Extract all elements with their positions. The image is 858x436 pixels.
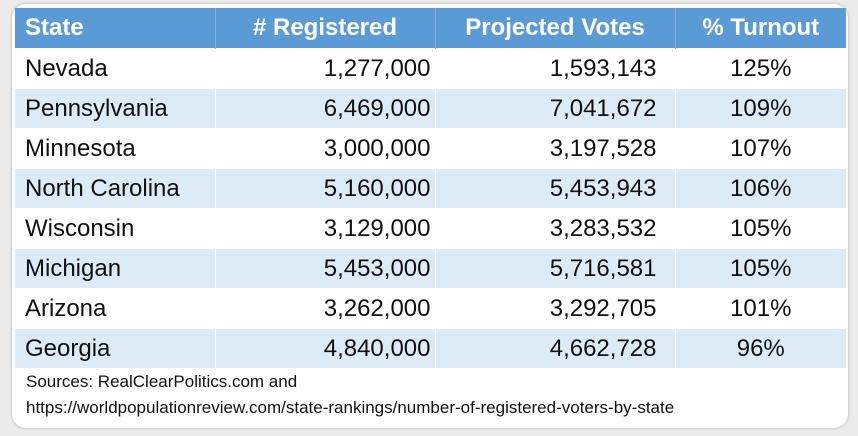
- table-row: Georgia 4,840,000 4,662,728 96%: [15, 328, 846, 368]
- cell-projected: 5,716,581: [435, 248, 676, 289]
- sources-url: https://worldpopulationreview.com/state-…: [26, 398, 675, 417]
- cell-registered: 5,160,000: [215, 168, 436, 209]
- header-registered: # Registered: [215, 8, 436, 49]
- table-body: Nevada 1,277,000 1,593,143 125% Pennsylv…: [15, 48, 846, 368]
- cell-turnout: 109%: [675, 88, 846, 129]
- cell-turnout: 101%: [675, 288, 846, 329]
- table-row: North Carolina 5,160,000 5,453,943 106%: [15, 168, 846, 209]
- cell-registered: 3,000,000: [215, 128, 436, 169]
- table-row: Minnesota 3,000,000 3,197,528 107%: [15, 128, 846, 169]
- turnout-table: State # Registered Projected Votes % Tur…: [15, 8, 846, 368]
- cell-turnout: 125%: [675, 48, 846, 89]
- cell-registered: 3,129,000: [215, 208, 436, 249]
- table-row: Wisconsin 3,129,000 3,283,532 105%: [15, 208, 846, 249]
- table-row: Pennsylvania 6,469,000 7,041,672 109%: [15, 88, 846, 129]
- sources-note: Sources: RealClearPolitics.com and https…: [26, 369, 674, 421]
- cell-turnout: 105%: [675, 208, 846, 249]
- header-state: State: [15, 8, 216, 49]
- cell-registered: 3,262,000: [215, 288, 436, 329]
- sources-line-1: Sources: RealClearPolitics.com and: [26, 372, 298, 391]
- cell-state: Wisconsin: [15, 208, 216, 249]
- cell-turnout: 107%: [675, 128, 846, 169]
- cell-projected: 3,283,532: [435, 208, 676, 249]
- table-header: State # Registered Projected Votes % Tur…: [15, 8, 846, 49]
- cell-projected: 7,041,672: [435, 88, 676, 129]
- cell-state: Arizona: [15, 288, 216, 329]
- header-row: State # Registered Projected Votes % Tur…: [15, 8, 846, 49]
- cell-state: North Carolina: [15, 168, 216, 209]
- cell-state: Michigan: [15, 248, 216, 289]
- cell-projected: 3,292,705: [435, 288, 676, 329]
- cell-turnout: 106%: [675, 168, 846, 209]
- cell-projected: 1,593,143: [435, 48, 676, 89]
- cell-projected: 5,453,943: [435, 168, 676, 209]
- cell-state: Pennsylvania: [15, 88, 216, 129]
- cell-registered: 5,453,000: [215, 248, 436, 289]
- table-row: Nevada 1,277,000 1,593,143 125%: [15, 48, 846, 89]
- header-projected-votes: Projected Votes: [435, 8, 676, 49]
- cell-projected: 4,662,728: [435, 328, 676, 368]
- cell-registered: 1,277,000: [215, 48, 436, 89]
- cell-registered: 6,469,000: [215, 88, 436, 129]
- cell-state: Georgia: [15, 328, 216, 368]
- cell-registered: 4,840,000: [215, 328, 436, 368]
- table-row: Arizona 3,262,000 3,292,705 101%: [15, 288, 846, 329]
- cell-state: Minnesota: [15, 128, 216, 169]
- cell-turnout: 96%: [675, 328, 846, 368]
- cell-projected: 3,197,528: [435, 128, 676, 169]
- header-turnout: % Turnout: [675, 8, 846, 49]
- cell-turnout: 105%: [675, 248, 846, 289]
- cell-state: Nevada: [15, 48, 216, 89]
- table-row: Michigan 5,453,000 5,716,581 105%: [15, 248, 846, 289]
